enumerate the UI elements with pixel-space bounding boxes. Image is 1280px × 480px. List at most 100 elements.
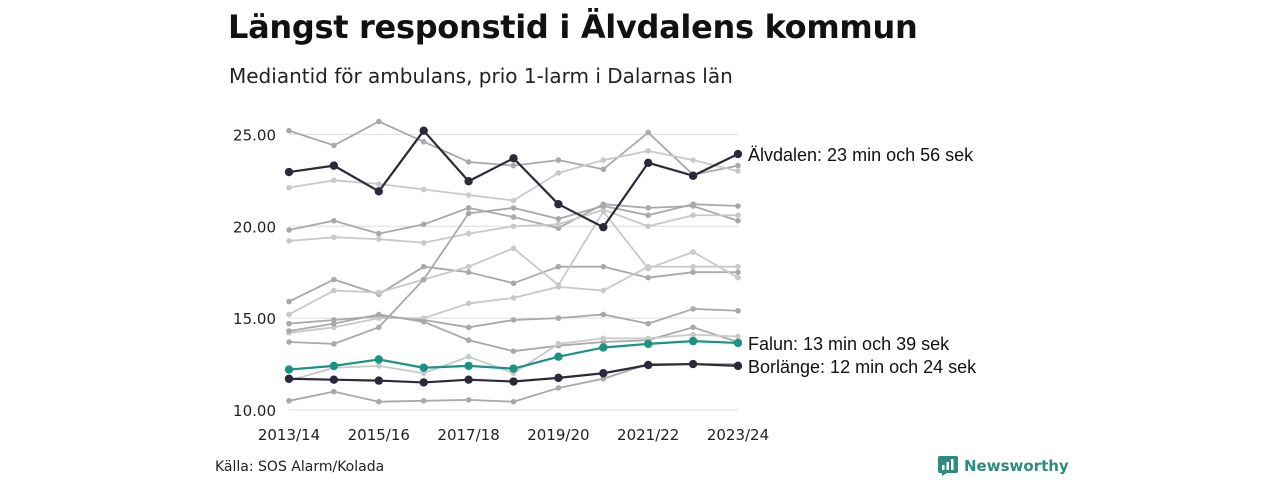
background-data-point	[420, 239, 427, 246]
background-data-point	[735, 333, 741, 340]
data-point-falun	[554, 352, 563, 361]
x-tick-label: 2017/18	[437, 426, 499, 444]
background-series	[286, 118, 741, 405]
data-point-älvdalen	[464, 177, 473, 186]
x-tick-label: 2023/24	[707, 426, 769, 444]
x-tick-label: 2019/20	[527, 426, 589, 444]
data-point-älvdalen	[733, 149, 743, 159]
background-data-point	[510, 295, 517, 301]
data-point-älvdalen	[284, 167, 294, 177]
background-data-point	[420, 319, 427, 325]
background-data-point	[690, 212, 696, 219]
y-tick-label: 25.00	[233, 126, 276, 144]
background-data-point	[600, 263, 607, 270]
background-data-point	[690, 324, 696, 331]
background-data-point	[331, 287, 337, 294]
background-data-point	[645, 212, 651, 219]
background-data-point	[600, 335, 607, 342]
background-data-point	[465, 192, 472, 198]
background-data-point	[286, 339, 292, 345]
background-data-point	[600, 203, 607, 209]
background-data-point	[645, 335, 651, 342]
background-data-point	[465, 397, 472, 403]
data-point-falun	[419, 363, 428, 372]
series-label-borlänge: Borlänge: 12 min och 24 sek	[748, 357, 977, 377]
background-data-point	[376, 118, 382, 125]
y-tick-label: 20.00	[233, 218, 276, 236]
background-data-point	[510, 280, 517, 287]
background-data-point	[465, 210, 472, 217]
series-line-älvdalen	[287, 129, 740, 229]
background-data-point	[735, 269, 741, 275]
background-data-point	[331, 234, 337, 241]
background-data-point	[645, 223, 651, 230]
background-data-point	[510, 214, 517, 220]
background-data-point	[690, 331, 696, 338]
y-tick-label: 10.00	[233, 402, 276, 420]
data-point-älvdalen	[374, 187, 383, 196]
background-data-point	[286, 184, 292, 191]
background-data-point	[465, 300, 472, 307]
background-data-point	[420, 398, 427, 404]
background-data-point	[465, 205, 472, 211]
background-data-point	[510, 348, 517, 355]
background-data-point	[286, 328, 292, 334]
background-data-point	[645, 148, 651, 154]
background-data-point	[555, 284, 562, 290]
background-data-point	[555, 170, 562, 176]
background-data-point	[735, 212, 741, 219]
data-point-borlänge	[419, 378, 428, 387]
background-data-point	[286, 238, 292, 244]
chart-title: Längst responstid i Älvdalens kommun	[228, 8, 918, 46]
background-data-point	[286, 398, 292, 404]
background-data-point	[331, 341, 337, 347]
background-data-point	[420, 186, 427, 193]
background-data-point	[331, 388, 337, 395]
background-data-point	[600, 157, 607, 163]
background-data-point	[510, 197, 517, 204]
background-data-point	[690, 201, 696, 207]
background-data-point	[331, 320, 337, 327]
background-data-point	[510, 205, 517, 211]
background-data-point	[510, 245, 517, 252]
background-data-point	[376, 236, 382, 242]
background-data-point	[465, 230, 472, 237]
chart-subtitle: Mediantid för ambulans, prio 1-larm i Da…	[229, 64, 733, 88]
background-data-point	[286, 298, 292, 305]
series-label-älvdalen: Älvdalen: 23 min och 56 sek	[748, 145, 974, 165]
background-data-point	[465, 324, 472, 331]
x-tick-label: 2015/16	[348, 426, 410, 444]
data-point-borlänge	[464, 375, 473, 384]
brand-name: Newsworthy	[964, 457, 1069, 475]
background-data-point	[376, 363, 382, 369]
background-data-point	[465, 269, 472, 275]
background-data-point	[600, 166, 607, 173]
background-data-point	[286, 227, 292, 233]
background-data-point	[420, 370, 427, 377]
data-point-falun	[688, 336, 698, 346]
background-data-point	[735, 203, 741, 209]
brand-logo[interactable]: Newsworthy	[938, 456, 1069, 476]
axes: 10.00 15.00 20.00 25.00 2013/14 2015/16 2017/1…	[233, 126, 769, 444]
data-point-borlänge	[688, 359, 698, 369]
data-point-borlänge	[329, 375, 339, 384]
data-point-falun	[644, 339, 653, 349]
background-data-point	[555, 385, 562, 391]
background-data-point	[510, 162, 517, 169]
background-data-point	[286, 320, 292, 327]
data-point-falun	[599, 343, 608, 352]
data-point-falun	[464, 361, 473, 371]
background-data-point	[555, 216, 562, 222]
data-point-älvdalen	[599, 222, 608, 232]
background-data-point	[376, 311, 382, 318]
background-data-point	[465, 263, 472, 270]
background-data-point	[690, 269, 696, 275]
background-data-point	[600, 208, 607, 215]
background-data-point	[331, 142, 337, 149]
background-data-point	[376, 398, 382, 405]
background-data-point	[286, 311, 292, 318]
data-point-falun	[733, 338, 743, 348]
background-data-point	[376, 230, 382, 237]
background-data-point	[376, 181, 382, 187]
background-data-point	[420, 276, 427, 283]
